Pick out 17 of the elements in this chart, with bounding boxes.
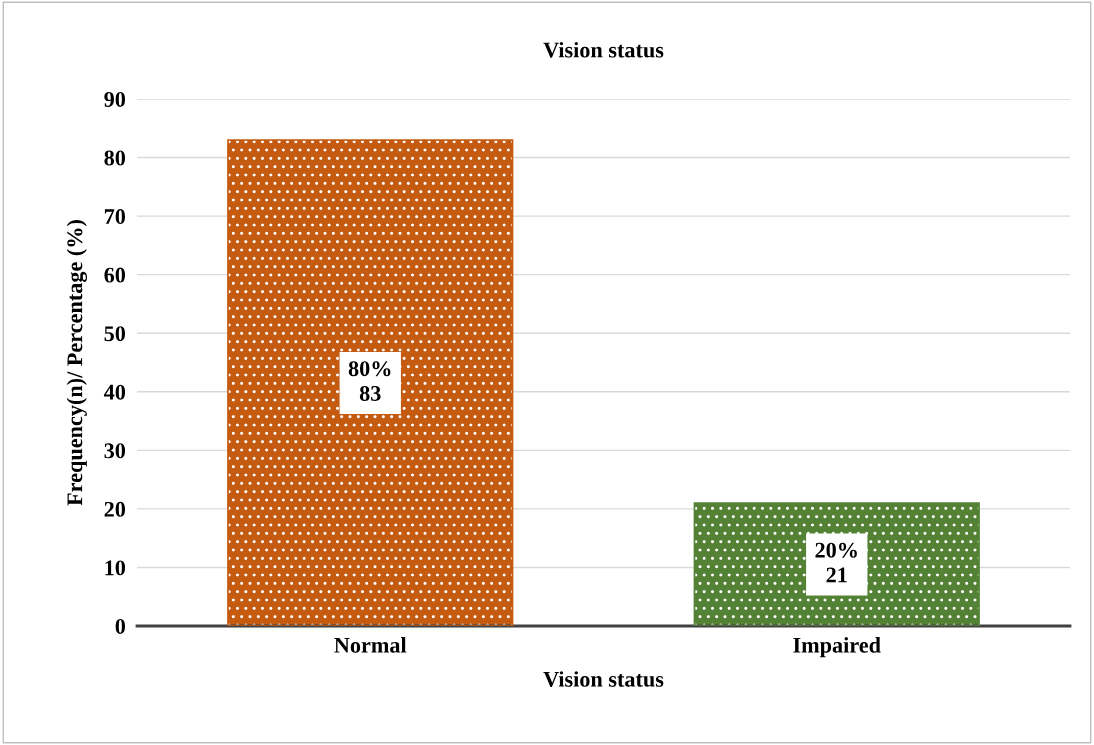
y-tick-label: 60 (104, 267, 126, 283)
y-tick-label: 70 (104, 209, 126, 225)
x-tick-label: Impaired (793, 637, 881, 658)
data-label: 80% 83 (348, 361, 391, 401)
y-tick-label: 80 (104, 150, 126, 166)
y-tick-label: 10 (105, 560, 126, 576)
y-tick-label: 40 (103, 384, 126, 400)
x-tick-label: Normal (334, 637, 407, 653)
y-axis-title: Frequency(n)/ Percentage (%) (66, 220, 87, 506)
y-tick-label: 20 (104, 501, 126, 517)
y-tick-label: 90 (104, 91, 126, 107)
chart-title: Vision status (543, 41, 664, 58)
y-tick-label: 0 (115, 618, 126, 634)
y-tick-label: 30 (104, 443, 126, 459)
x-axis-title: Vision status (543, 671, 664, 687)
y-tick-label: 50 (104, 326, 126, 342)
data-label: 20% 21 (815, 542, 857, 583)
